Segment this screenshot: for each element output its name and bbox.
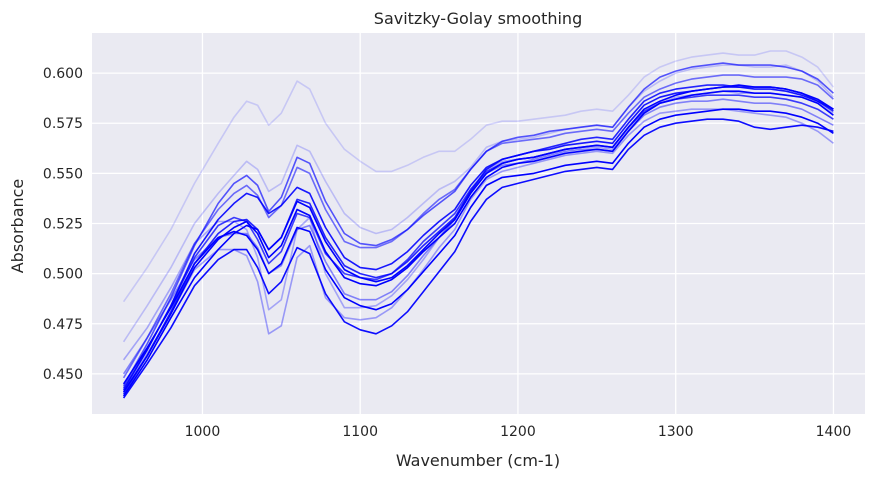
chart-title: Savitzky-Golay smoothing xyxy=(374,9,582,28)
y-tick-label: 0.550 xyxy=(43,166,83,182)
spectrum-line-11 xyxy=(122,118,834,399)
x-tick-label: 1400 xyxy=(816,424,852,440)
y-tick-labels: 0.450 0.475 0.500 0.525 0.550 0.575 0.600 xyxy=(43,66,83,383)
x-tick-label: 1000 xyxy=(185,424,221,440)
y-tick-label: 0.475 xyxy=(43,317,83,333)
y-tick-label: 0.500 xyxy=(43,267,83,283)
spectrum-line-2 xyxy=(122,64,834,343)
y-tick-label: 0.525 xyxy=(43,217,83,233)
spectrum-line-8 xyxy=(122,94,834,389)
spectrum-line-7 xyxy=(122,62,834,387)
series-lines xyxy=(122,50,835,399)
x-tick-label: 1300 xyxy=(658,424,694,440)
x-tick-labels: 1000 1100 1200 1300 1400 xyxy=(185,424,852,440)
y-axis-label: Absorbance xyxy=(8,179,27,274)
y-tick-label: 0.575 xyxy=(43,116,83,132)
spectrum-line-13 xyxy=(122,84,834,397)
y-tick-label: 0.450 xyxy=(43,367,83,383)
spectrum-line-1 xyxy=(122,50,835,303)
y-tick-label: 0.600 xyxy=(43,66,83,82)
x-axis-label: Wavenumber (cm-1) xyxy=(396,451,560,470)
spectrum-line-14 xyxy=(122,90,834,393)
spectrum-line-12 xyxy=(122,108,834,385)
x-tick-label: 1200 xyxy=(500,424,536,440)
x-tick-label: 1100 xyxy=(342,424,378,440)
